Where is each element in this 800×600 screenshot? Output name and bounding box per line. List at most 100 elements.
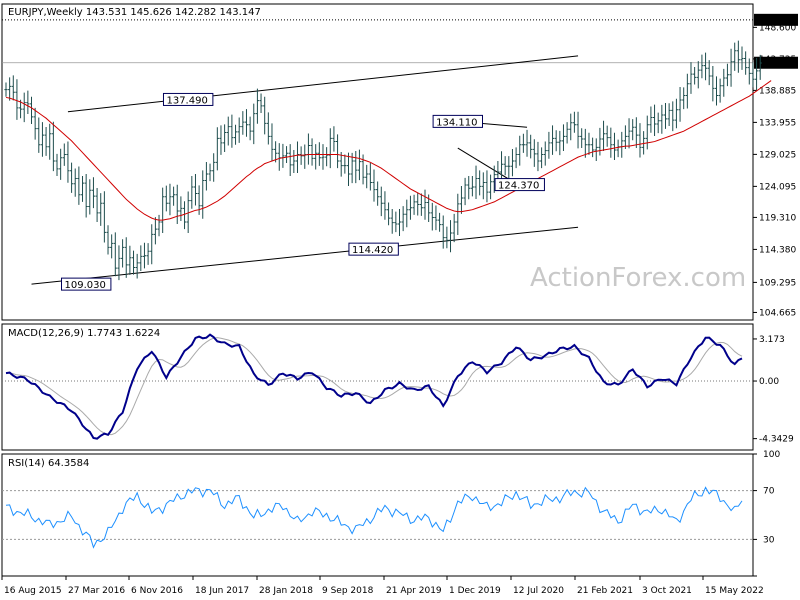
price-bar — [303, 144, 307, 169]
price-bar — [146, 243, 150, 265]
price-bar — [733, 42, 737, 71]
price-bar — [80, 175, 85, 202]
moving-average-line — [5, 80, 772, 221]
price-bar — [376, 181, 380, 206]
y-tick-label: 3.173 — [759, 335, 785, 345]
price-bar — [277, 143, 281, 171]
price-bar — [175, 184, 179, 224]
price-bar — [492, 165, 496, 193]
price-bar — [368, 162, 372, 191]
price-bar — [386, 202, 391, 226]
price-bar — [270, 123, 274, 162]
x-tick-label: 27 Mar 2016 — [68, 586, 125, 596]
price-bar — [91, 177, 96, 209]
price-bar — [354, 150, 358, 184]
x-tick-label: 15 May 2022 — [705, 586, 764, 596]
price-bar — [558, 130, 562, 156]
price-bar — [274, 141, 278, 163]
price-bar — [685, 73, 689, 109]
price-bar — [540, 147, 544, 169]
price-bar — [612, 132, 617, 161]
price-bar — [623, 125, 628, 150]
price-bar — [609, 127, 613, 158]
price-bar — [29, 96, 34, 125]
price-bar — [379, 186, 383, 217]
price-bar — [514, 147, 518, 169]
price-bar — [408, 195, 413, 220]
price-bar — [11, 75, 15, 101]
price-bar — [102, 191, 106, 243]
price-bar — [66, 141, 70, 183]
annotation-box — [494, 178, 545, 192]
price-bar — [350, 152, 354, 184]
price-bar — [736, 40, 740, 73]
price-bar — [383, 191, 387, 220]
price-bar — [128, 245, 132, 275]
price-bar — [554, 130, 558, 152]
price-bar — [452, 213, 456, 243]
price-bar — [583, 128, 587, 158]
price-bar — [37, 117, 41, 153]
price-bar — [594, 138, 598, 162]
price-bar — [591, 137, 595, 158]
annotation-box — [432, 114, 484, 128]
annotation-label: 114.420 — [352, 245, 393, 256]
price-bar — [459, 186, 464, 214]
price-bar — [131, 250, 136, 275]
price-panel: EURJPY,Weekly 143.531 145.626 142.282 14… — [2, 7, 798, 318]
price-bar — [73, 168, 77, 197]
price-bar — [219, 125, 223, 155]
macd-label: MACD(12,26,9) 1.7743 1.6224 — [8, 328, 160, 339]
price-bar — [587, 132, 591, 155]
price-bar — [55, 153, 59, 176]
price-bar — [310, 138, 314, 166]
price-bar — [99, 193, 103, 226]
price-bar — [59, 148, 63, 180]
price-bar — [241, 111, 245, 135]
price-bar — [682, 87, 686, 110]
price-bar — [689, 62, 693, 94]
price-bar — [518, 135, 522, 166]
price-bar — [401, 206, 405, 232]
price-bar — [576, 111, 580, 149]
price-bar — [69, 162, 74, 193]
y-tick-label: 70 — [763, 487, 775, 497]
price-bar — [419, 193, 423, 216]
y-tick-label: 100 — [763, 450, 780, 460]
price-bar — [397, 209, 402, 236]
price-bar — [190, 175, 194, 209]
price-bar — [204, 162, 208, 191]
trendline — [31, 226, 579, 285]
price-bar — [718, 78, 722, 103]
price-bar — [488, 174, 493, 200]
price-bar — [740, 46, 744, 70]
price-bar — [343, 154, 347, 174]
price-bar — [638, 123, 642, 158]
price-bar — [244, 109, 249, 137]
price-bar — [642, 131, 646, 155]
annotation-label: 137.490 — [166, 95, 207, 106]
annotation-label: 134.110 — [436, 117, 477, 128]
panel-frames — [1, 3, 754, 577]
price-bar — [693, 66, 697, 85]
y-tick-label: -4.3429 — [759, 435, 794, 445]
price-bar — [660, 104, 664, 134]
price-bar — [172, 186, 176, 206]
price-bar — [88, 179, 92, 215]
price-bar — [288, 144, 292, 176]
price-bar — [62, 143, 66, 166]
x-tick-label: 12 Jul 2020 — [513, 586, 564, 596]
price-bar — [412, 194, 416, 215]
y-tick-label: 114.380 — [759, 245, 796, 255]
x-tick-label: 9 Sep 2018 — [322, 586, 374, 596]
price-bar — [631, 119, 635, 141]
price-bar — [372, 169, 376, 202]
price-bar — [215, 127, 219, 171]
price-bar — [365, 164, 369, 189]
price-bar — [703, 52, 708, 81]
price-bar — [120, 239, 125, 268]
price-bar — [565, 122, 569, 144]
price-bar — [139, 245, 143, 272]
price-bar — [503, 156, 507, 176]
